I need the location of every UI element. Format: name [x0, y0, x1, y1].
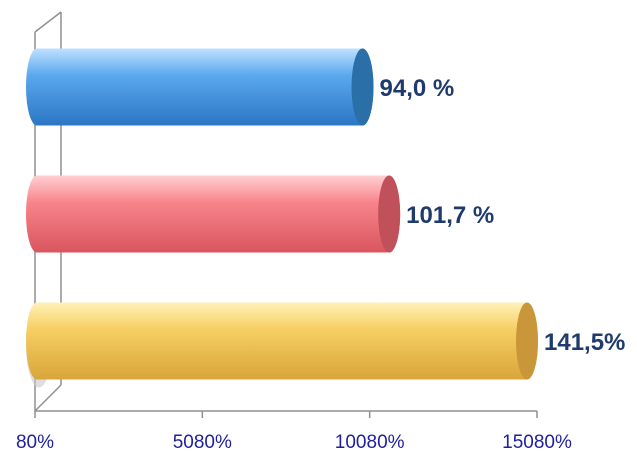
wall-top-edge [34, 11, 62, 33]
bar-body [26, 302, 538, 380]
bars: 94,0 % 101,7 % 141,5% [26, 48, 625, 388]
bar-body [26, 175, 401, 253]
bar-end-cap [378, 175, 401, 253]
x-tick-label: 15080% [502, 432, 572, 453]
bar [26, 175, 401, 253]
bar [26, 302, 538, 388]
bar [26, 48, 374, 126]
bar-value-label: 141,5% [544, 329, 625, 356]
bar-end-cap [516, 302, 538, 380]
x-tick-label: 5080% [173, 432, 232, 453]
bar-value-label: 101,7 % [406, 202, 494, 229]
x-axis-tick-labels: 80% 5080% 10080% 15080% [16, 432, 572, 453]
bar-value-label: 94,0 % [380, 75, 455, 102]
bar-body [26, 48, 374, 126]
x-axis-ticks [34, 411, 538, 418]
x-tick-label: 10080% [335, 432, 405, 453]
x-tick-label: 80% [16, 432, 54, 453]
floor-edge [34, 384, 62, 412]
bar-end-cap [351, 48, 374, 126]
